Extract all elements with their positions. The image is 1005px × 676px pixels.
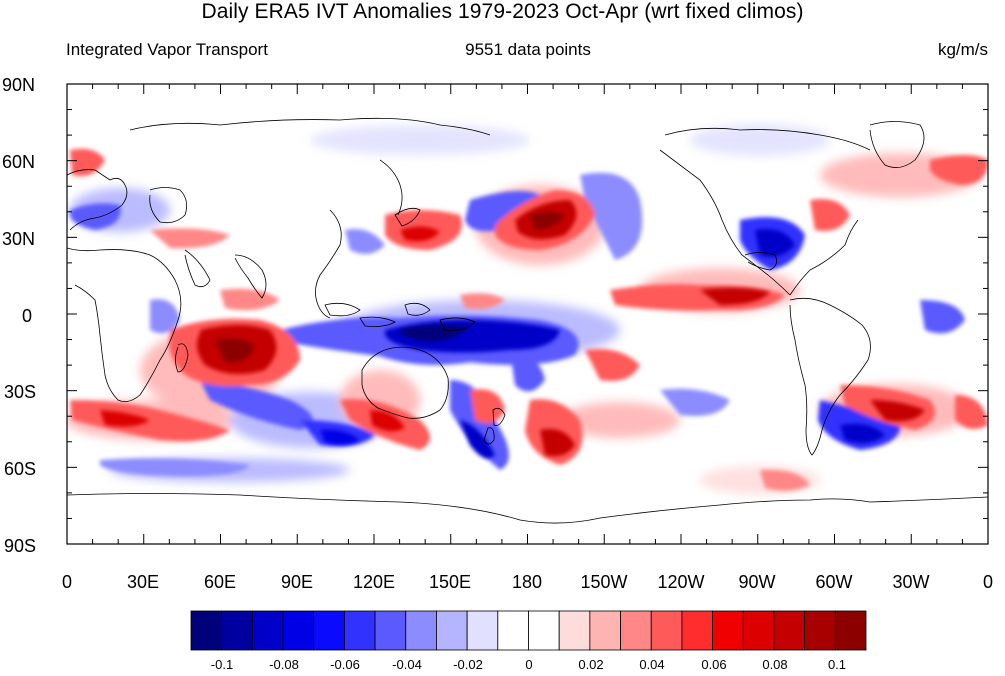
colorbar-label: 0.08 [762, 657, 787, 672]
colorbar-label: -0.04 [392, 657, 422, 672]
colorbar-swatch [804, 610, 836, 651]
colorbar-label: 0.04 [639, 657, 664, 672]
anomaly-field [67, 124, 988, 494]
colorbar-labels: -0.1 -0.08 -0.06 -0.04 -0.02 0 0.02 0.04… [211, 657, 846, 672]
colorbar-swatch [650, 610, 683, 651]
lon-label: 60E [204, 572, 236, 592]
colorbar-swatch [742, 610, 775, 651]
colorbar-swatch [528, 610, 560, 651]
colorbar-label: -0.06 [330, 657, 360, 672]
colorbar-swatch [313, 610, 345, 651]
lon-label: 0 [62, 572, 72, 592]
colorbar-swatch [620, 610, 652, 651]
colorbar-swatch [589, 610, 621, 651]
lat-label: 60N [2, 152, 35, 172]
colorbar-swatch [436, 610, 468, 651]
lon-label: 90E [281, 572, 313, 592]
lat-label: 60S [4, 459, 36, 479]
colorbar [190, 610, 867, 651]
longitude-axis: 0 30E 60E 90E 120E 150E 180 150W 120W 90… [62, 572, 993, 592]
lat-label: 0 [22, 306, 32, 326]
colorbar-swatch [374, 610, 407, 651]
lon-label: 120W [657, 572, 704, 592]
coastlines [67, 117, 988, 524]
colorbar-swatch [405, 610, 437, 651]
colorbar-swatch [558, 610, 591, 651]
colorbar-label: 0.1 [828, 657, 846, 672]
colorbar-swatch [681, 610, 713, 651]
lon-label: 120E [353, 572, 395, 592]
lon-label: 150E [429, 572, 471, 592]
colorbar-swatch [190, 610, 223, 651]
lon-label: 30E [127, 572, 159, 592]
lat-label: 90S [4, 536, 36, 556]
colorbar-label: -0.02 [453, 657, 483, 672]
colorbar-swatch [834, 610, 867, 651]
lat-label: 90N [2, 75, 35, 95]
colorbar-label: -0.1 [211, 657, 233, 672]
axis-ticks [66, 83, 989, 545]
lon-label: 90W [738, 572, 775, 592]
colorbar-label: 0.02 [578, 657, 603, 672]
colorbar-swatch [497, 610, 529, 651]
colorbar-swatch [773, 610, 806, 651]
colorbar-swatch [712, 610, 744, 651]
colorbar-label: -0.08 [269, 657, 299, 672]
lon-label: 180 [512, 572, 542, 592]
colorbar-swatch [466, 610, 499, 651]
lat-label: 30S [4, 382, 36, 402]
map-title: Daily ERA5 IVT Anomalies 1979-2023 Oct-A… [201, 0, 804, 23]
colorbar-swatch [251, 610, 284, 651]
data-point-count: 9551 data points [465, 40, 591, 59]
latitude-axis: 90N 60N 30N 0 30S 60S 90S [2, 75, 36, 556]
variable-name: Integrated Vapor Transport [66, 40, 268, 59]
colorbar-swatch [282, 610, 315, 651]
lat-label: 30N [2, 229, 35, 249]
lon-label: 0 [983, 572, 993, 592]
units-label: kg/m/s [937, 40, 988, 59]
lon-label: 30W [892, 572, 929, 592]
lon-label: 150W [580, 572, 627, 592]
lon-label: 60W [815, 572, 852, 592]
colorbar-label: 0.06 [701, 657, 726, 672]
colorbar-label: 0 [525, 657, 532, 672]
colorbar-swatch [344, 610, 376, 651]
colorbar-swatch [221, 610, 253, 651]
